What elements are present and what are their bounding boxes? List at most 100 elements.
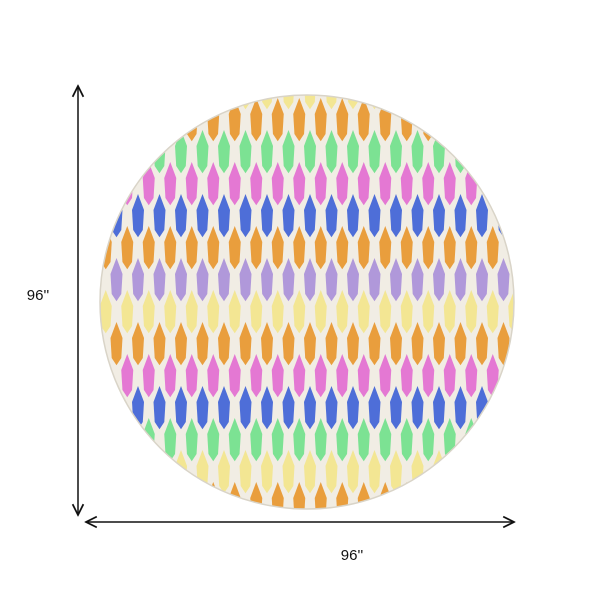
ikat-motif [261,450,273,494]
ikat-motif [422,290,435,334]
ikat-motif [433,194,445,238]
ikat-motif [196,130,209,174]
ikat-motif [175,194,187,238]
ikat-motif [400,226,413,270]
ikat-motif [271,98,284,142]
ikat-motif [411,130,424,174]
ikat-motif [465,482,478,509]
ikat-motif [476,95,488,110]
ikat-motif [293,354,306,398]
ikat-motif [497,194,510,238]
ikat-motif [379,162,392,206]
ikat-motif [293,98,306,142]
ikat-motif [100,258,101,302]
ikat-motif [185,418,198,462]
ikat-motif [271,354,284,398]
ikat-motif [443,290,456,334]
ikat-motif [250,290,263,334]
ikat-motif [100,322,101,366]
ikat-motif [293,226,306,270]
ikat-motif [336,354,349,398]
ikat-motif [325,95,338,110]
ikat-motif [476,130,488,174]
ikat-motif [486,418,499,462]
ikat-motif [304,322,316,366]
ikat-motif [443,162,456,206]
ikat-motif [508,418,514,462]
ikat-motif [454,386,467,430]
ikat-motif [357,354,370,398]
ikat-motif [304,386,316,430]
ikat-motif [196,194,209,238]
ikat-motif [357,290,370,334]
ikat-motif [443,226,456,270]
ikat-motif [465,354,478,398]
ikat-motif [121,98,134,142]
ikat-motif [239,450,252,494]
ikat-motif [282,258,295,302]
ikat-motif [282,322,295,366]
ikat-motif [422,482,435,509]
ikat-motif [239,258,252,302]
ikat-motif [142,98,155,142]
ikat-motif [411,258,424,302]
ikat-motif [433,95,445,110]
ikat-motif [175,322,187,366]
ikat-motif [239,194,252,238]
ikat-motif [508,98,514,142]
ikat-motif [153,386,166,430]
ikat-motif [336,290,349,334]
ikat-motif [357,98,370,142]
ikat-motif [132,450,144,494]
ikat-motif [100,98,112,142]
ikat-motif [228,418,241,462]
ikat-motif [282,95,295,110]
ikat-motif [100,290,112,334]
ikat-motif [196,95,209,110]
ikat-motif [390,258,402,302]
width-label: 96'' [341,547,364,564]
ikat-motif [218,386,230,430]
ikat-motif [486,98,499,142]
ikat-motif [218,95,230,110]
ikat-motif [368,386,381,430]
ikat-motif [497,95,510,110]
ikat-motif [411,194,424,238]
ikat-motif [314,226,327,270]
ikat-motif [100,482,112,509]
ikat-motif [132,322,144,366]
ikat-motif [433,130,445,174]
rug-edge [99,94,515,510]
ikat-motif [164,98,177,142]
ikat-motif [207,226,220,270]
ikat-motif [497,130,510,174]
ikat-motif [142,482,155,509]
ikat-motif [121,290,134,334]
ikat-motif [250,354,263,398]
ikat-motif [422,226,435,270]
ikat-motif [379,290,392,334]
ikat-motif [314,354,327,398]
ikat-motif [185,226,198,270]
ikat-motif [390,450,402,494]
ikat-motif [486,290,499,334]
ikat-motif [347,194,359,238]
ikat-motif [271,162,284,206]
ikat-motif [325,258,338,302]
ikat-motif [304,95,316,110]
ikat-motif [422,418,435,462]
ikat-motif [100,386,101,430]
ikat-motif [261,194,273,238]
ikat-motif [508,354,514,398]
ikat-motif [261,130,273,174]
ikat-motif [282,130,295,174]
ikat-motif [368,130,381,174]
ikat-motif [293,482,306,509]
ikat-motif [218,130,230,174]
ikat-motif [164,482,177,509]
ikat-motif [110,450,123,494]
ikat-motif [336,98,349,142]
ikat-motif [314,98,327,142]
ikat-motif [185,290,198,334]
